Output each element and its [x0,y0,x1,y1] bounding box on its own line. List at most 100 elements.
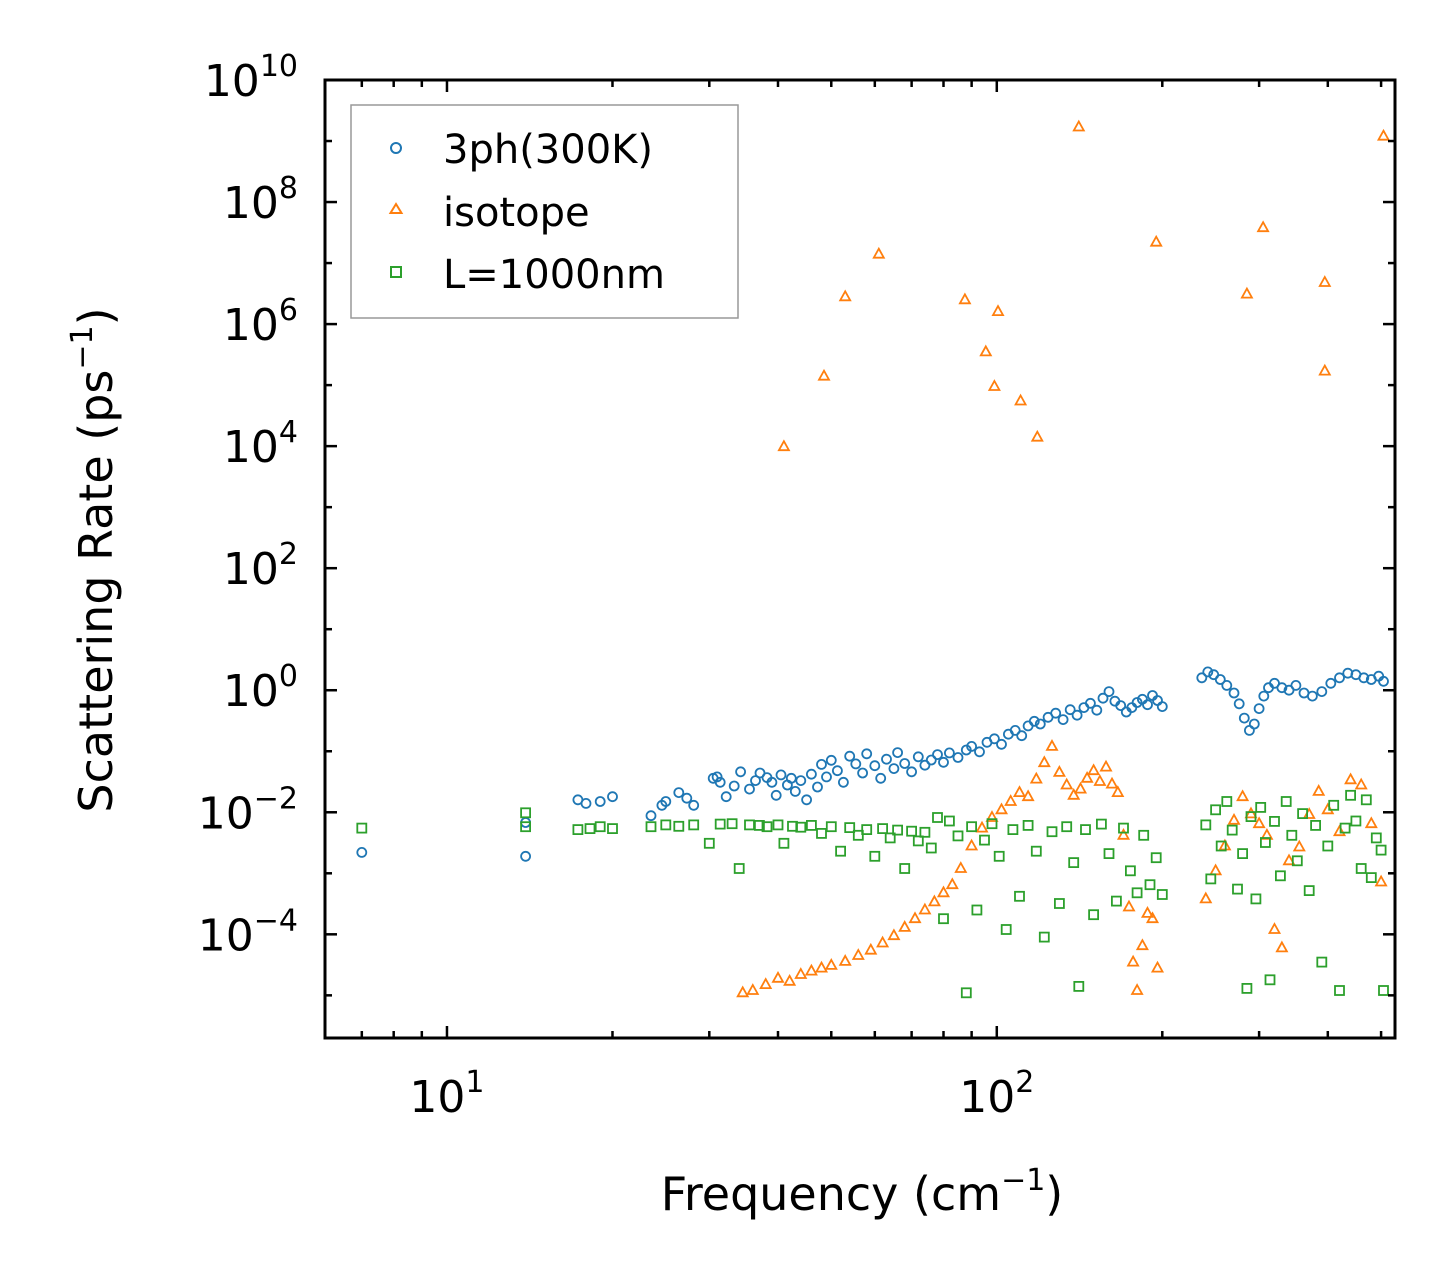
data-point [1080,824,1091,835]
data-point [726,818,738,830]
data-point [775,769,787,781]
data-point [1014,890,1025,902]
series-1 [736,119,1391,998]
data-point [993,850,1005,862]
data-point [1355,863,1367,874]
data-point [778,837,790,849]
data-point [881,753,892,765]
data-point [1303,885,1315,896]
data-point [789,786,801,797]
axis-ticks: 101 102 10−4 10−2 100 102 104 106 108 1010 [198,49,1395,1123]
data-point [887,928,901,941]
data-point [1122,899,1136,912]
data-point [861,824,873,835]
data-point [1111,785,1125,797]
data-point [1000,924,1012,935]
data-point [1029,771,1043,784]
data-point [750,775,761,786]
data-point [1297,808,1308,819]
data-point [966,821,977,833]
data-point [1067,787,1081,800]
y-axis-title: Scattering Rate (ps−1) [65,307,123,812]
data-point [681,792,693,804]
data-point [785,772,797,784]
data-point [761,821,773,833]
data-point [795,775,807,786]
x-tick-label: 101 [409,1065,484,1123]
data-point [733,863,745,874]
legend-label-boundary: L=1000nm [443,252,665,298]
data-point [1150,960,1165,973]
data-point [1374,874,1388,887]
data-point [816,828,827,839]
data-point [771,970,785,983]
data-point [1205,873,1217,885]
y-tick-label: 10−2 [198,781,298,839]
data-point [991,304,1005,317]
data-point [1345,789,1356,801]
data-point [1376,128,1391,141]
data-point [1103,686,1115,697]
data-point [1286,829,1298,841]
data-point [607,791,618,803]
data-point [876,935,890,948]
data-point [806,768,817,780]
data-point [1253,703,1265,714]
data-point [869,850,881,862]
data-point [1321,802,1335,815]
data-point [356,822,368,834]
data-point [838,776,849,788]
data-point [825,821,837,833]
data-point [1068,857,1080,868]
data-point [744,783,755,795]
data-point [966,741,977,752]
data-point [1248,718,1260,730]
data-point [1028,715,1040,727]
data-point [1291,855,1303,867]
data-point [1269,816,1280,827]
data-point [1378,675,1389,687]
data-point [673,787,685,798]
data-point [906,825,917,837]
data-point [645,810,657,822]
data-point [919,759,931,771]
data-point [985,810,999,822]
data-point [1360,794,1372,806]
data-point [1073,781,1088,794]
legend-label-3ph: 3ph(300K) [443,127,653,173]
data-point [660,796,672,807]
data-point [1060,777,1074,790]
data-point [1202,666,1214,678]
data-point [728,780,740,792]
data-point [936,885,951,898]
data-point [864,942,878,955]
data-point [1237,848,1248,859]
data-point [1292,839,1306,852]
data-point [1022,820,1034,831]
legend-label-isotope: isotope [443,190,590,236]
data-point [1280,796,1292,807]
data-point [938,756,949,768]
y-tick-label: 102 [223,537,298,595]
y-tick-label: 104 [223,415,298,473]
data-point [979,344,993,357]
data-point [1093,774,1107,786]
data-point [838,954,852,966]
data-point [1088,909,1099,921]
data-point [954,861,968,873]
data-point [714,818,726,830]
data-point [892,824,903,836]
data-point [869,760,881,772]
legend-box [350,104,739,319]
data-point [801,794,812,806]
data-point [1115,700,1127,711]
data-point [1322,840,1334,852]
data-point [1149,234,1163,247]
data-point [736,985,750,998]
data-point [844,822,856,833]
data-point [884,832,896,844]
data-point [720,791,732,803]
data-point [906,766,917,778]
data-point [861,748,873,760]
